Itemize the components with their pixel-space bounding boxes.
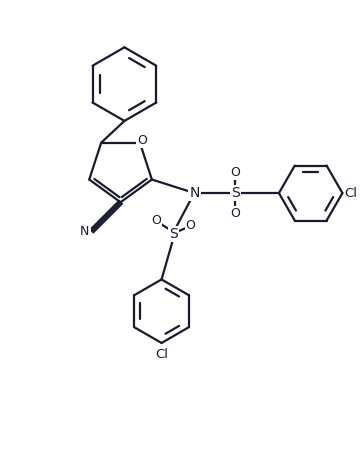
Text: O: O (230, 207, 240, 220)
Text: N: N (189, 186, 200, 200)
Text: O: O (151, 214, 161, 227)
Text: S: S (169, 227, 177, 241)
Text: S: S (231, 186, 239, 200)
Text: Cl: Cl (155, 348, 168, 361)
Text: N: N (80, 225, 90, 238)
Text: O: O (137, 134, 147, 147)
Text: O: O (230, 166, 240, 179)
Text: O: O (186, 220, 195, 233)
Text: Cl: Cl (345, 187, 357, 199)
